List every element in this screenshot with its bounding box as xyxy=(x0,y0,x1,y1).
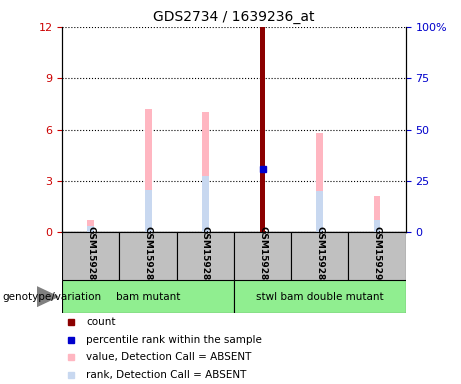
Text: genotype/variation: genotype/variation xyxy=(2,291,101,302)
Bar xyxy=(316,133,323,232)
Bar xyxy=(145,109,152,232)
Bar xyxy=(291,232,349,280)
Text: bam mutant: bam mutant xyxy=(116,291,180,302)
Bar xyxy=(62,232,119,280)
Title: GDS2734 / 1639236_at: GDS2734 / 1639236_at xyxy=(153,10,315,25)
Text: GSM159288: GSM159288 xyxy=(258,226,267,286)
Text: rank, Detection Call = ABSENT: rank, Detection Call = ABSENT xyxy=(86,370,247,380)
Text: GSM159287: GSM159287 xyxy=(201,226,210,286)
Bar xyxy=(260,27,265,232)
Bar xyxy=(177,232,234,280)
Bar xyxy=(88,226,95,232)
Text: GSM159286: GSM159286 xyxy=(143,226,153,286)
Bar xyxy=(119,232,177,280)
Bar xyxy=(316,191,323,232)
Text: stwl bam double mutant: stwl bam double mutant xyxy=(256,291,384,302)
Bar xyxy=(145,190,152,232)
Text: GSM159290: GSM159290 xyxy=(372,226,382,286)
Text: GSM159289: GSM159289 xyxy=(315,226,325,286)
Bar xyxy=(202,176,209,232)
Polygon shape xyxy=(37,287,58,306)
Bar xyxy=(373,220,380,232)
Bar xyxy=(234,280,406,313)
Bar xyxy=(62,280,234,313)
Text: GSM159285: GSM159285 xyxy=(86,226,95,286)
Text: percentile rank within the sample: percentile rank within the sample xyxy=(86,334,262,344)
Bar xyxy=(234,232,291,280)
Bar xyxy=(88,220,95,232)
Text: count: count xyxy=(86,317,116,327)
Bar xyxy=(349,232,406,280)
Bar xyxy=(202,113,209,232)
Bar xyxy=(373,196,380,232)
Text: value, Detection Call = ABSENT: value, Detection Call = ABSENT xyxy=(86,353,252,362)
